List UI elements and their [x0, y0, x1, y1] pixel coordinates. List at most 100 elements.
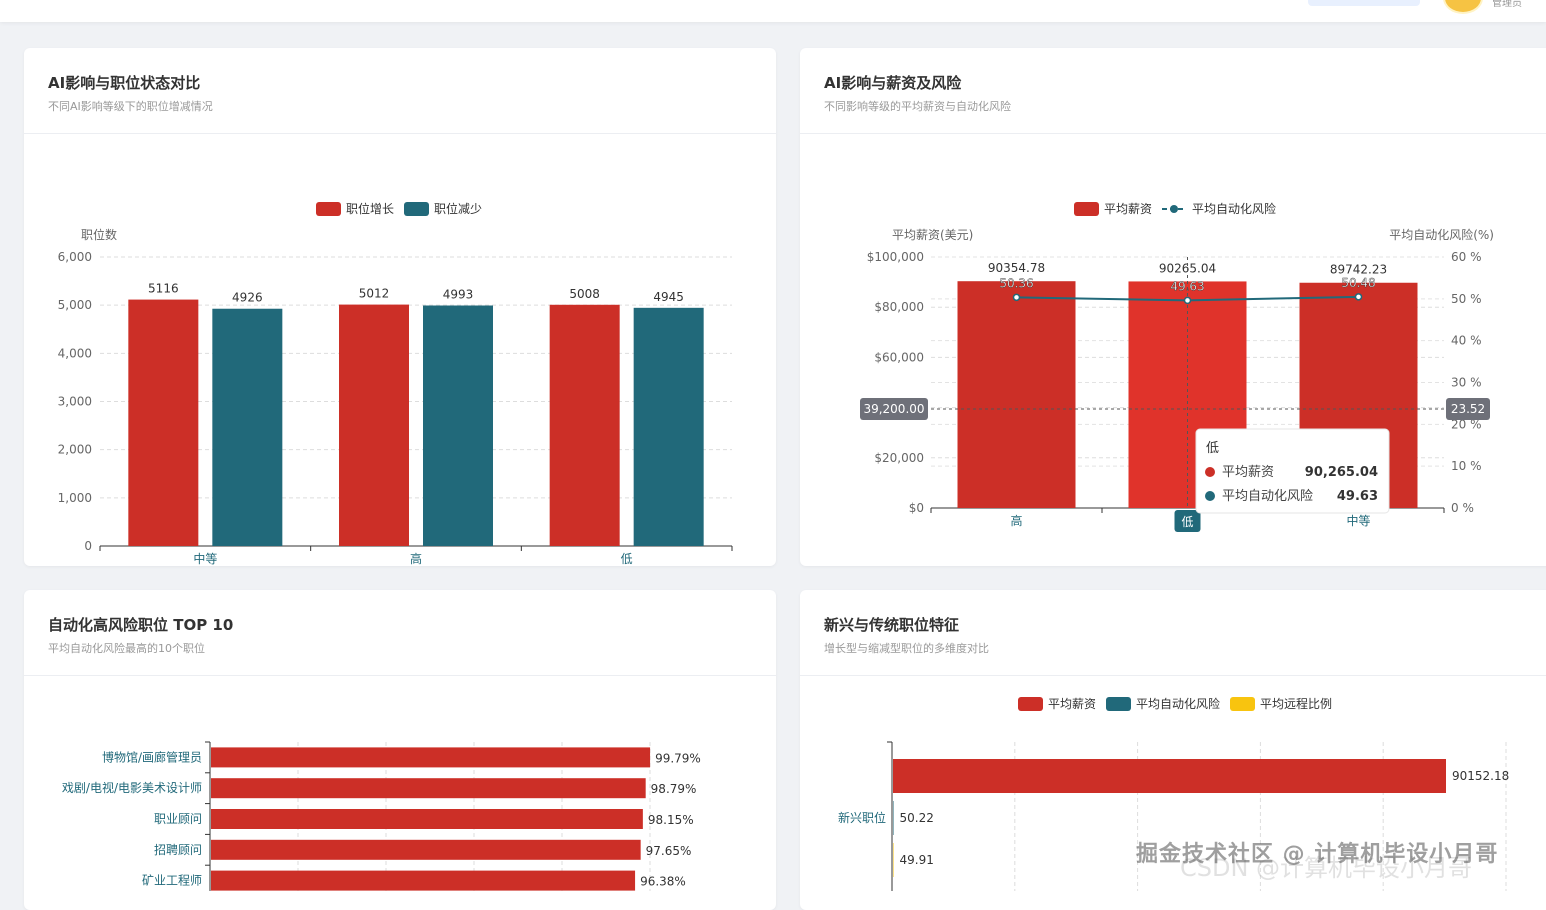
x-tick-label: 中等 [193, 551, 217, 566]
card-subtitle: 平均自动化风险最高的10个职位 [48, 642, 205, 655]
data-label: 97.65% [646, 844, 692, 858]
top10-risk-card: 自动化高风险职位 TOP 10 平均自动化风险最高的10个职位 博物馆/画廊管理… [24, 590, 776, 910]
card-title: 自动化高风险职位 TOP 10 [48, 616, 234, 634]
bar [893, 759, 1446, 793]
watermark-csdn: CSDN @计算机毕设小月哥 [1180, 854, 1473, 882]
card-subtitle: 不同AI影响等级下的职位增减情况 [48, 100, 213, 113]
legend-label: 平均薪资 [1048, 697, 1096, 711]
data-label: 50.22 [900, 811, 934, 825]
y2-tick-label: 0 % [1451, 501, 1474, 515]
card-title: AI影响与职位状态对比 [48, 74, 201, 92]
data-label: 5012 [359, 287, 390, 301]
bar [212, 308, 283, 546]
data-label: 89742.23 [1330, 263, 1387, 277]
legend-swatch [1230, 697, 1255, 711]
legend-swatch [1018, 697, 1043, 711]
axis-pointer-badge [1174, 510, 1201, 532]
data-label: 90354.78 [988, 261, 1045, 275]
line-data-label: 49.63 [1170, 279, 1204, 293]
legend-label: 平均远程比例 [1260, 696, 1332, 711]
y-tick-label: 矿业工程师 [142, 873, 202, 888]
tooltip-value: 90,265.04 [1305, 465, 1378, 480]
y2-tick-label: 50 % [1451, 292, 1482, 306]
axis-pointer-left-badge [860, 398, 928, 420]
bar [211, 747, 651, 768]
emerging-traditional-card: 新兴与传统职位特征 增长型与缩减型职位的多维度对比 平均薪资 平均自动化风险 平均远… [800, 590, 1546, 910]
bar [128, 299, 199, 546]
x-tick-label: 中等 [1346, 513, 1370, 528]
y-tick-label: 4,000 [58, 346, 92, 360]
top10-risk-chart: 博物馆/画廊管理员 99.79% 戏剧/电视/电影美术设计师 98.79% 职业顾问 98… [62, 741, 701, 891]
y-axis-title: 职位数 [81, 227, 117, 242]
card-title: 新兴与传统职位特征 [824, 616, 960, 634]
y-tick-label: $60,000 [874, 350, 924, 364]
line-data-label: 50.36 [999, 276, 1033, 290]
bar [211, 778, 646, 799]
bar [339, 304, 409, 546]
tooltip-series-name: 平均薪资 [1222, 465, 1274, 480]
legend-swatch [1170, 205, 1178, 213]
bar [211, 870, 636, 891]
y-tick-label: $20,000 [874, 451, 924, 465]
legend-label: 职位减少 [434, 201, 482, 216]
watermark-juejin: 掘金技术社区 @ 计算机毕设小月哥 [1136, 842, 1499, 867]
data-label: 98.79% [651, 782, 697, 796]
card-divider [800, 675, 1546, 676]
y-tick-label: 博物馆/画廊管理员 [102, 749, 202, 764]
data-label: 4993 [443, 288, 474, 302]
user-role-label: 管理员 [1492, 0, 1522, 9]
y2-axis-title: 平均自动化风险(%) [1389, 227, 1494, 242]
data-label: 96.38% [640, 875, 686, 889]
header-search-box[interactable] [1308, 0, 1420, 6]
legend-swatch [404, 202, 429, 216]
data-label: 90152.18 [1452, 769, 1509, 783]
legend-swatch [1074, 202, 1099, 216]
bar [211, 809, 643, 829]
legend-label: 平均自动化风险 [1136, 696, 1220, 711]
card-subtitle: 增长型与缩减型职位的多维度对比 [824, 642, 989, 655]
y2-tick-label: 10 % [1451, 459, 1482, 473]
y-tick-label: 职业顾问 [154, 812, 202, 826]
data-label: 99.79% [655, 751, 701, 765]
y-axis-title: 平均薪资(美元) [892, 228, 973, 242]
risk-point [1354, 293, 1363, 301]
top-header-bar: 管理员 [0, 0, 1546, 22]
card-title: AI影响与薪资及风险 [824, 74, 962, 92]
legend-swatch [1106, 697, 1131, 711]
card-divider [800, 133, 1546, 134]
legend-label: 平均薪资 [1104, 202, 1152, 216]
x-tick-label: 高 [1010, 513, 1022, 528]
risk-point [1183, 296, 1192, 305]
tooltip-title: 低 [1206, 441, 1219, 456]
job-status-card: AI影响与职位状态对比 不同AI影响等级下的职位增减情况 职位增长 职位减少职位数… [24, 48, 776, 566]
y2-tick-label: 60 % [1451, 250, 1482, 264]
card-divider [24, 133, 776, 134]
card-subtitle: 不同影响等级的平均薪资与自动化风险 [824, 100, 1011, 113]
y-tick-label: $80,000 [874, 300, 924, 314]
risk-point [1012, 293, 1021, 302]
data-label: 90265.04 [1159, 261, 1216, 275]
bar [211, 839, 641, 860]
y-tick-label: 3,000 [58, 395, 92, 409]
legend-label: 平均自动化风险 [1192, 201, 1276, 216]
y-tick-label: 2,000 [58, 443, 92, 457]
data-label: 4926 [232, 291, 263, 305]
user-avatar[interactable] [1443, 0, 1483, 14]
y-tick-label: 戏剧/电视/电影美术设计师 [62, 780, 202, 795]
y-tick-label: 6,000 [58, 250, 92, 264]
axis-pointer-right-value: 23.52 [1451, 402, 1485, 416]
y2-tick-label: 40 % [1451, 334, 1482, 348]
tooltip-marker [1205, 467, 1215, 477]
line-data-label: 50.48 [1341, 276, 1375, 290]
y-tick-label: 新兴职位 [838, 810, 886, 825]
tooltip-box [1195, 428, 1390, 514]
y-tick-label: $0 [909, 501, 924, 515]
legend-swatch [316, 202, 341, 216]
data-label: 5116 [148, 282, 179, 296]
axis-pointer-left-value: 39,200.00 [863, 402, 924, 416]
salary-risk-chart: 平均薪资平均自动化风险平均薪资(美元)平均自动化风险(%)$0$20,000$4… [860, 201, 1494, 532]
y2-tick-label: 30 % [1451, 376, 1482, 390]
legend-label: 职位增长 [346, 201, 394, 216]
